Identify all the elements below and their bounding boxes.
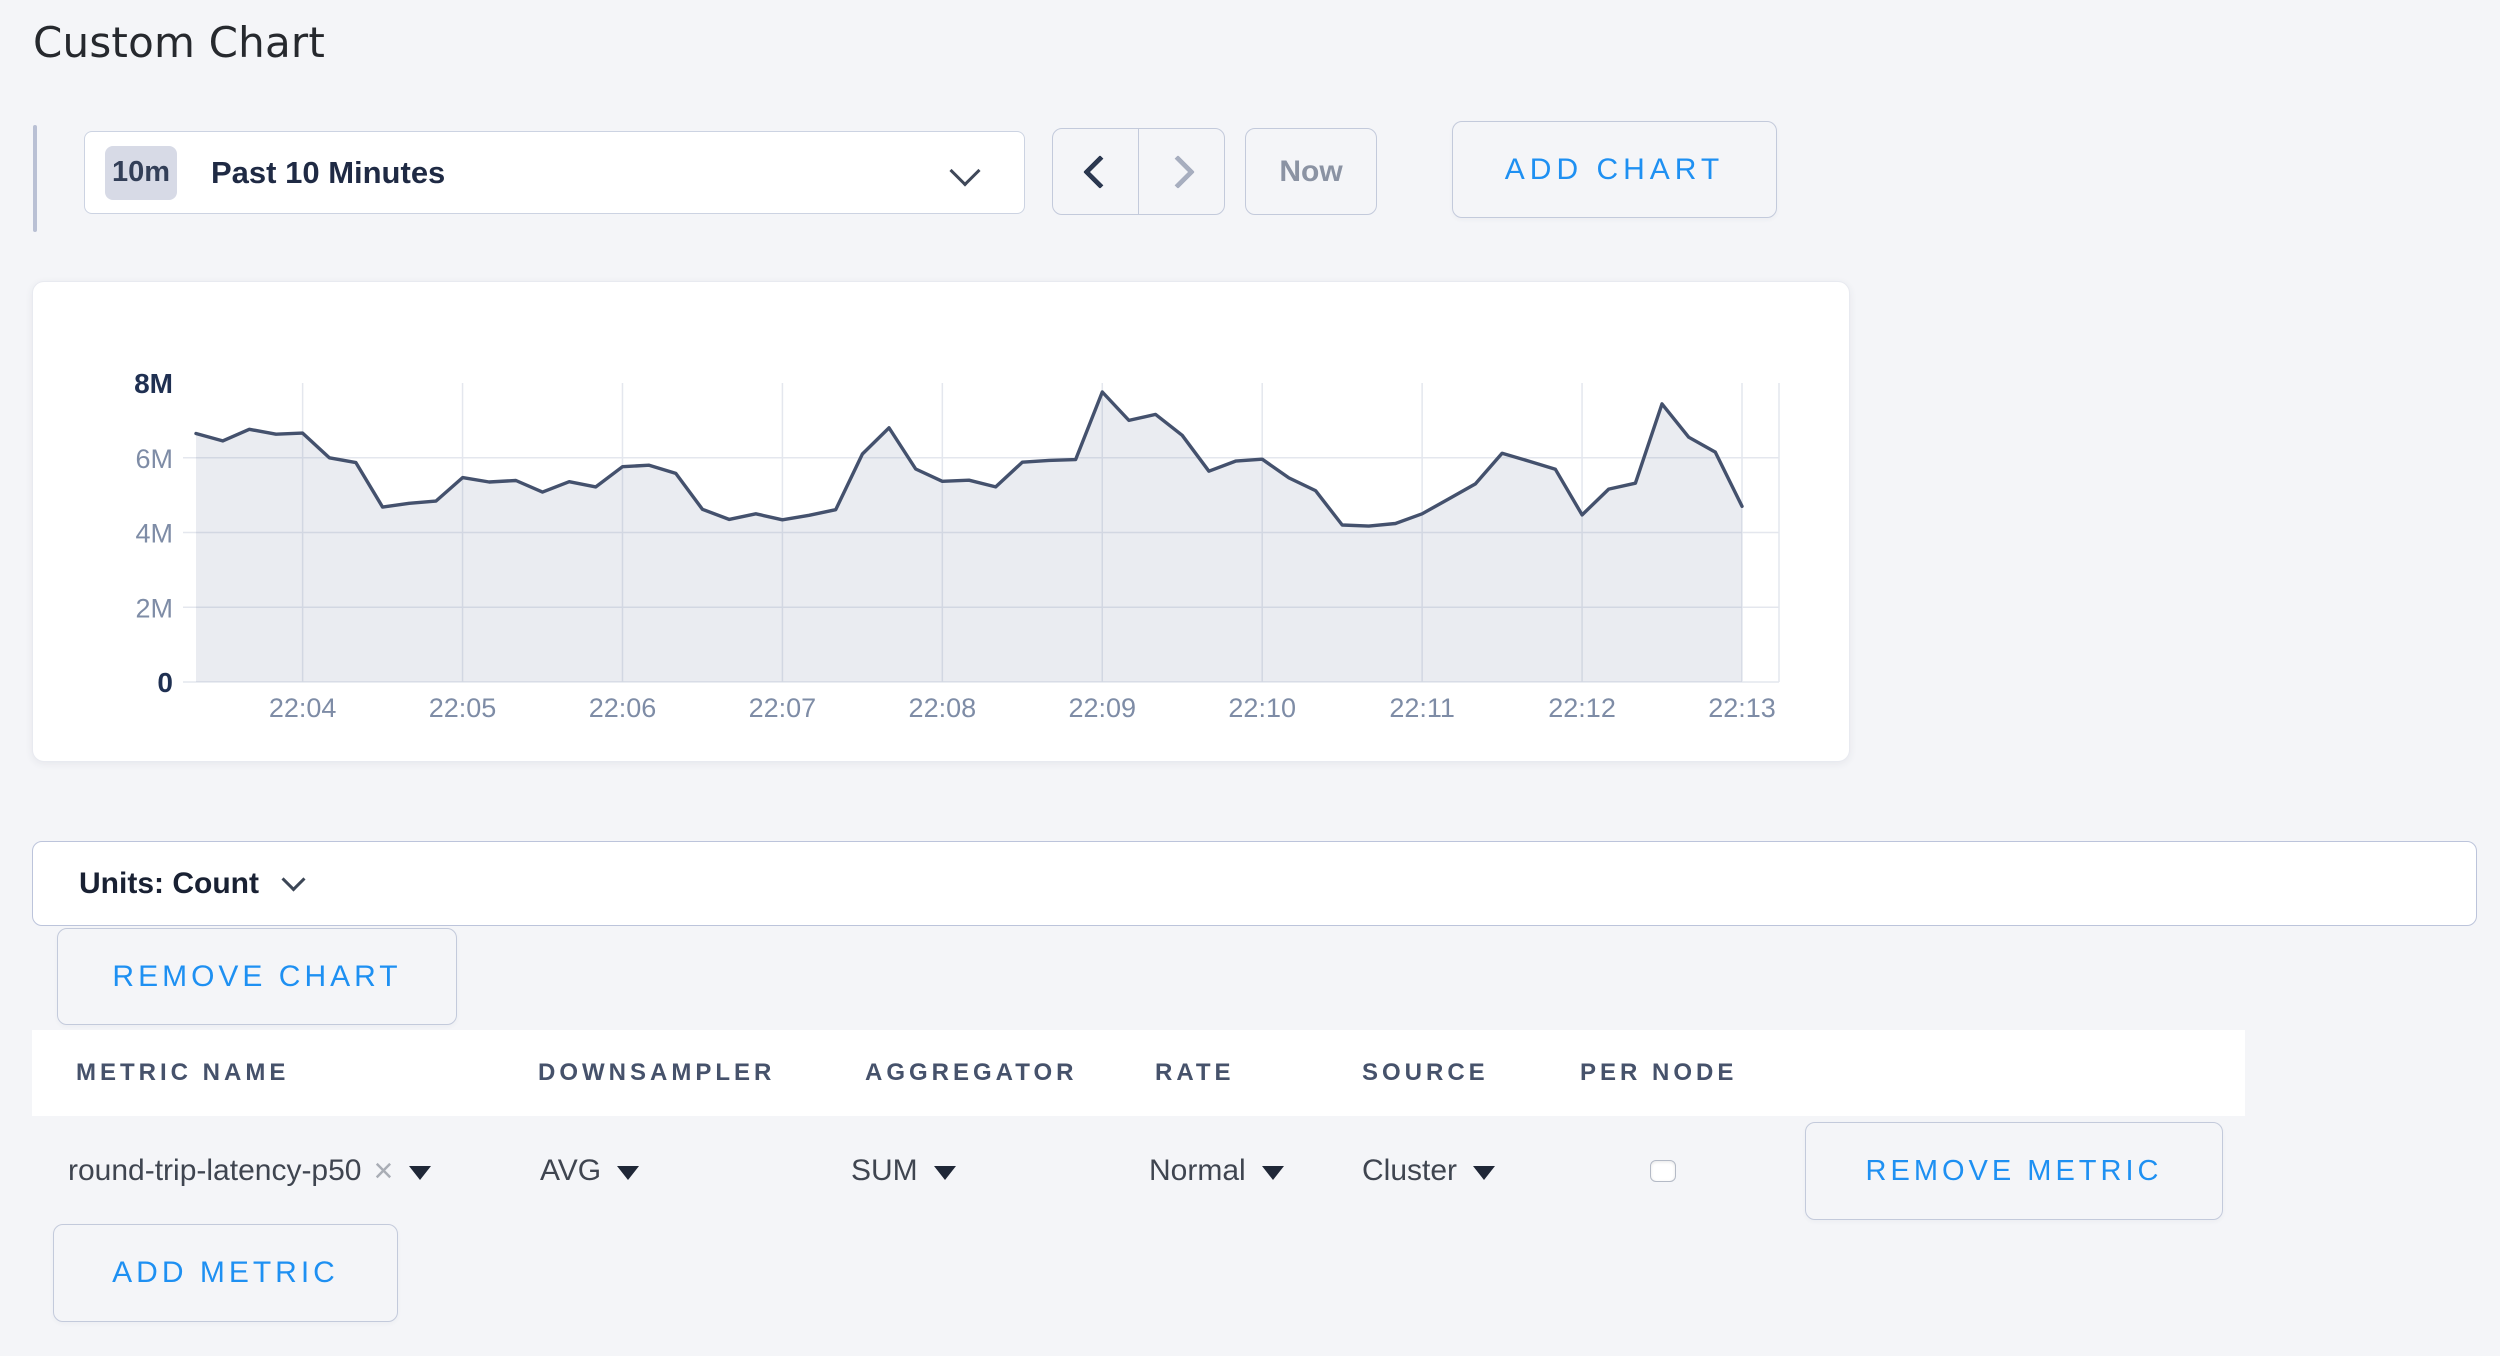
svg-text:6M: 6M — [135, 444, 173, 474]
per-node-checkbox[interactable] — [1650, 1160, 1676, 1182]
source-dropdown[interactable]: Cluster — [1362, 1140, 1496, 1202]
time-nav-group — [1052, 128, 1225, 215]
next-timespan-button[interactable] — [1138, 129, 1224, 214]
downsampler-dropdown[interactable]: AVG — [540, 1140, 640, 1202]
svg-text:8M: 8M — [134, 368, 173, 399]
svg-text:22:06: 22:06 — [589, 693, 657, 723]
caret-down-icon — [617, 1166, 640, 1180]
column-header-downsampler: DOWNSAMPLER — [538, 1059, 776, 1086]
column-header-rate: RATE — [1155, 1059, 1235, 1086]
svg-text:22:11: 22:11 — [1389, 693, 1455, 723]
chevron-down-icon — [281, 867, 306, 892]
svg-text:22:13: 22:13 — [1708, 693, 1776, 723]
units-selector[interactable]: Units: Count — [32, 841, 2477, 926]
chevron-left-icon — [1082, 154, 1117, 189]
left-rail-divider — [33, 125, 37, 232]
source-value: Cluster — [1362, 1154, 1458, 1187]
svg-text:0: 0 — [157, 667, 173, 698]
metrics-table-header: METRIC NAME DOWNSAMPLER AGGREGATOR RATE … — [32, 1030, 2245, 1116]
svg-text:4M: 4M — [135, 519, 173, 549]
units-label: Units: Count — [79, 866, 259, 900]
remove-metric-button[interactable]: REMOVE METRIC — [1805, 1122, 2223, 1220]
aggregator-value: SUM — [851, 1154, 918, 1187]
column-header-source: SOURCE — [1362, 1059, 1489, 1086]
svg-text:22:10: 22:10 — [1228, 693, 1296, 723]
add-chart-button[interactable]: ADD CHART — [1452, 121, 1777, 218]
column-header-per-node: PER NODE — [1580, 1059, 1738, 1086]
metric-name-value: round-trip-latency-p50 — [68, 1154, 362, 1187]
chevron-down-icon — [949, 155, 981, 187]
time-range-label: Past 10 Minutes — [211, 154, 446, 190]
svg-text:22:09: 22:09 — [1068, 693, 1136, 723]
caret-down-icon — [409, 1166, 432, 1180]
svg-text:22:07: 22:07 — [749, 693, 817, 723]
now-button[interactable]: Now — [1245, 128, 1377, 215]
svg-text:2M: 2M — [135, 593, 173, 623]
prev-timespan-button[interactable] — [1053, 129, 1138, 214]
time-range-badge: 10m — [105, 145, 177, 200]
caret-down-icon — [933, 1166, 956, 1180]
downsampler-value: AVG — [540, 1154, 602, 1187]
page-title: Custom Chart — [33, 18, 326, 67]
aggregator-dropdown[interactable]: SUM — [851, 1140, 956, 1202]
remove-chart-button[interactable]: REMOVE CHART — [57, 928, 457, 1025]
column-header-aggregator: AGGREGATOR — [865, 1059, 1078, 1086]
svg-text:22:12: 22:12 — [1548, 693, 1616, 723]
metric-name-dropdown[interactable]: round-trip-latency-p50 — [68, 1140, 432, 1202]
time-range-selector[interactable]: 10m Past 10 Minutes — [84, 131, 1025, 214]
rate-dropdown[interactable]: Normal — [1149, 1140, 1284, 1202]
caret-down-icon — [1473, 1166, 1496, 1180]
chevron-right-icon — [1160, 154, 1195, 189]
custom-chart-card[interactable]: 0 2M 4M 6M 8M 22:04 22:05 22:06 22:07 22:08 22:09 2… — [32, 281, 1850, 762]
column-header-metric-name: METRIC NAME — [76, 1059, 290, 1086]
x-icon[interactable] — [373, 1154, 393, 1188]
rate-value: Normal — [1149, 1154, 1246, 1187]
caret-down-icon — [1261, 1166, 1284, 1180]
svg-text:22:04: 22:04 — [269, 693, 337, 723]
svg-text:22:05: 22:05 — [429, 693, 497, 723]
svg-text:22:08: 22:08 — [909, 693, 977, 723]
add-metric-button[interactable]: ADD METRIC — [53, 1224, 398, 1322]
timeseries-area-chart: 0 2M 4M 6M 8M 22:04 22:05 22:06 22:07 22:08 22:09 2… — [134, 368, 1780, 723]
